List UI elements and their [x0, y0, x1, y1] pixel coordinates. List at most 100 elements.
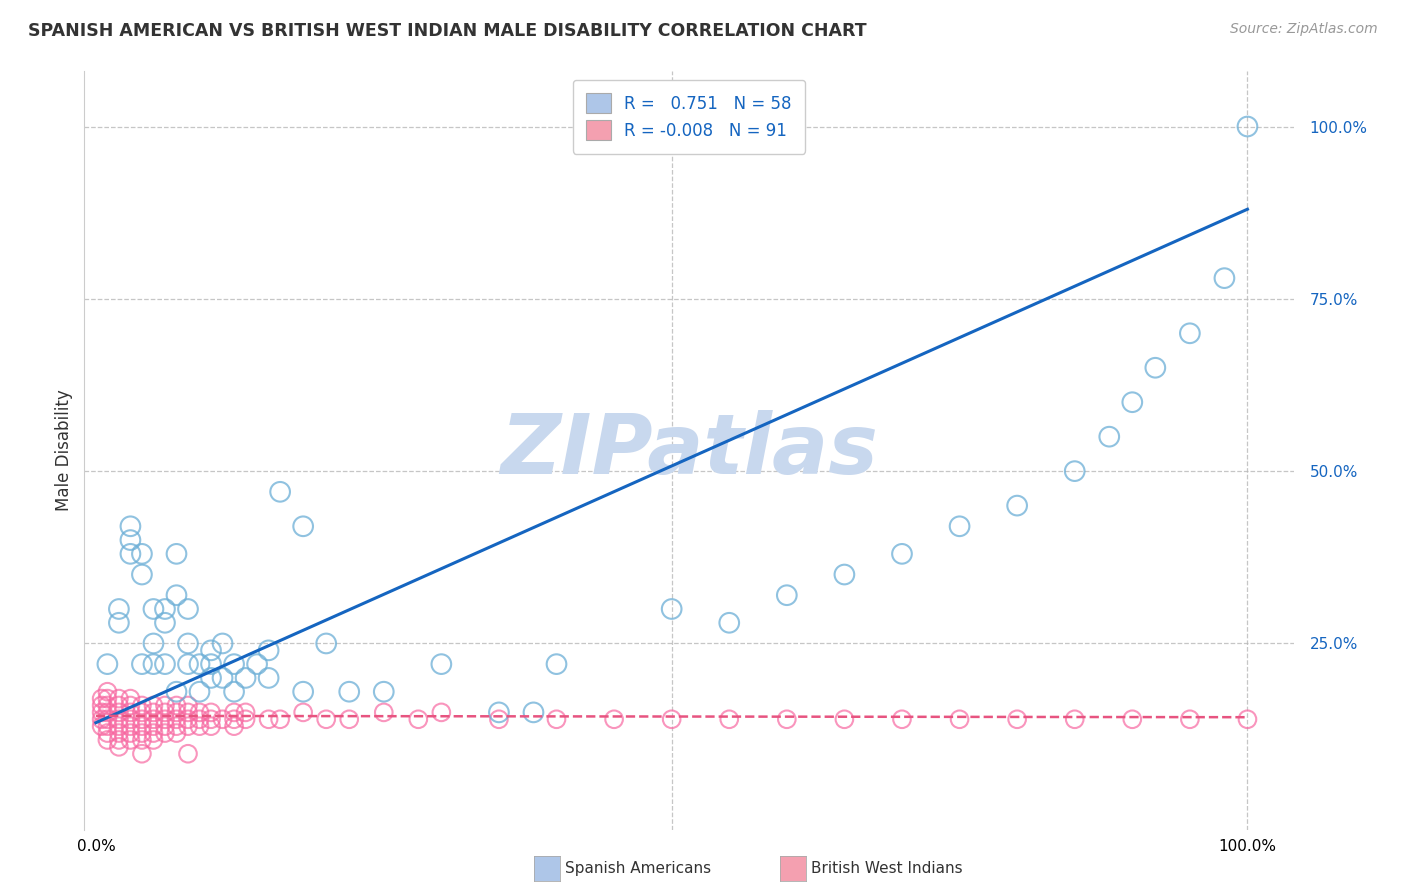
Point [891, 547, 914, 561]
Point [257, 712, 280, 726]
Point [200, 712, 222, 726]
Point [269, 712, 291, 726]
Point [1236, 712, 1258, 726]
Point [891, 712, 914, 726]
Point [188, 719, 211, 733]
Point [108, 706, 131, 720]
Point [718, 615, 741, 630]
Point [430, 657, 453, 672]
Point [108, 719, 131, 733]
Point [373, 706, 395, 720]
Point [131, 733, 153, 747]
Point [96, 657, 118, 672]
Text: Source: ZipAtlas.com: Source: ZipAtlas.com [1230, 22, 1378, 37]
Point [96, 698, 118, 713]
Point [1178, 712, 1201, 726]
Point [522, 706, 544, 720]
Point [166, 726, 188, 740]
Point [269, 484, 291, 499]
Point [1063, 712, 1085, 726]
Point [96, 691, 118, 706]
Point [222, 712, 245, 726]
Point [153, 719, 176, 733]
Point [373, 684, 395, 698]
Text: British West Indians: British West Indians [811, 862, 963, 876]
Point [142, 712, 165, 726]
Point [211, 636, 233, 650]
Point [153, 726, 176, 740]
Point [177, 698, 200, 713]
Point [222, 657, 245, 672]
Point [948, 712, 970, 726]
Point [235, 712, 257, 726]
Point [166, 719, 188, 733]
Point [211, 712, 233, 726]
Point [948, 519, 970, 533]
Point [131, 698, 153, 713]
Point [153, 602, 176, 616]
Point [177, 706, 200, 720]
Point [222, 706, 245, 720]
Point [90, 706, 112, 720]
Point [235, 671, 257, 685]
Point [108, 733, 131, 747]
Point [200, 706, 222, 720]
Point [292, 519, 315, 533]
Point [153, 706, 176, 720]
Point [120, 706, 142, 720]
Point [408, 712, 430, 726]
Point [235, 706, 257, 720]
Point [546, 712, 568, 726]
Point [776, 712, 799, 726]
Point [776, 588, 799, 602]
Point [120, 698, 142, 713]
Point [142, 602, 165, 616]
Legend: R =   0.751   N = 58, R = -0.008   N = 91: R = 0.751 N = 58, R = -0.008 N = 91 [572, 79, 806, 153]
Point [108, 698, 131, 713]
Point [188, 712, 211, 726]
Point [188, 657, 211, 672]
Point [108, 602, 131, 616]
Point [166, 684, 188, 698]
Point [153, 615, 176, 630]
Point [834, 567, 856, 582]
Point [177, 636, 200, 650]
Point [1063, 464, 1085, 478]
Point [131, 719, 153, 733]
Point [131, 547, 153, 561]
Point [661, 712, 683, 726]
Point [188, 706, 211, 720]
Point [211, 671, 233, 685]
Point [96, 712, 118, 726]
Point [131, 712, 153, 726]
Point [200, 671, 222, 685]
Point [108, 712, 131, 726]
Point [222, 719, 245, 733]
Point [108, 615, 131, 630]
Point [120, 547, 142, 561]
Point [200, 643, 222, 657]
Point [120, 519, 142, 533]
Point [1178, 326, 1201, 341]
Point [166, 547, 188, 561]
Point [131, 706, 153, 720]
Point [177, 712, 200, 726]
Point [166, 698, 188, 713]
Point [292, 706, 315, 720]
Point [131, 567, 153, 582]
Text: Spanish Americans: Spanish Americans [565, 862, 711, 876]
Point [90, 719, 112, 733]
Text: SPANISH AMERICAN VS BRITISH WEST INDIAN MALE DISABILITY CORRELATION CHART: SPANISH AMERICAN VS BRITISH WEST INDIAN … [28, 22, 866, 40]
Point [246, 657, 269, 672]
Point [488, 712, 510, 726]
Y-axis label: Male Disability: Male Disability [55, 390, 73, 511]
Point [177, 719, 200, 733]
Point [90, 698, 112, 713]
Point [120, 726, 142, 740]
Text: ZIPatlas: ZIPatlas [501, 410, 877, 491]
Point [1005, 499, 1028, 513]
Point [257, 671, 280, 685]
Point [90, 691, 112, 706]
Point [1121, 712, 1143, 726]
Point [292, 684, 315, 698]
